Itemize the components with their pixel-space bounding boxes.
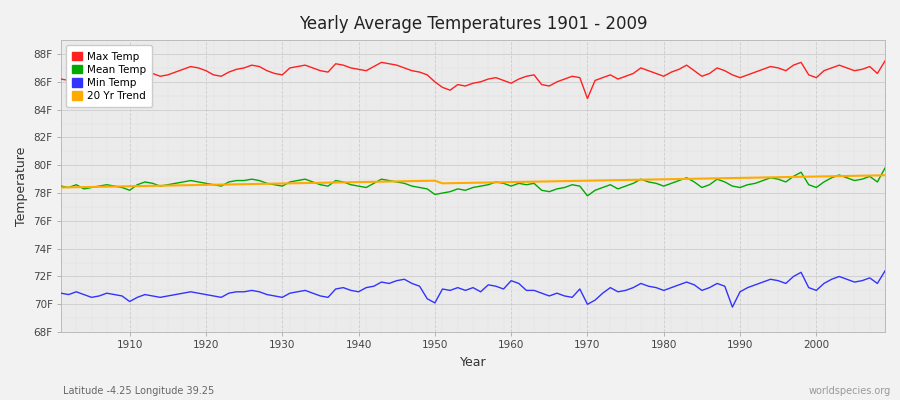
Text: Latitude -4.25 Longitude 39.25: Latitude -4.25 Longitude 39.25: [63, 386, 214, 396]
Legend: Max Temp, Mean Temp, Min Temp, 20 Yr Trend: Max Temp, Mean Temp, Min Temp, 20 Yr Tre…: [67, 45, 152, 107]
X-axis label: Year: Year: [460, 356, 486, 369]
Title: Yearly Average Temperatures 1901 - 2009: Yearly Average Temperatures 1901 - 2009: [299, 15, 647, 33]
Y-axis label: Temperature: Temperature: [15, 146, 28, 226]
Text: worldspecies.org: worldspecies.org: [809, 386, 891, 396]
